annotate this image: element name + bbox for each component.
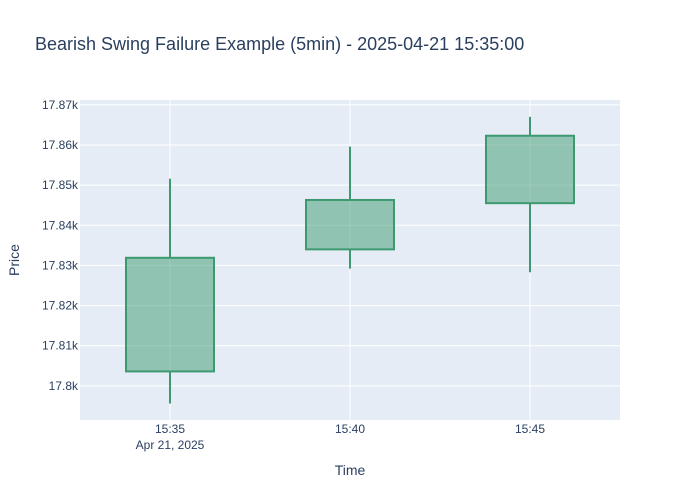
candle-body bbox=[485, 134, 575, 205]
chart-title: Bearish Swing Failure Example (5min) - 2… bbox=[35, 34, 524, 54]
candle bbox=[485, 116, 575, 273]
y-axis-title: Price bbox=[6, 244, 22, 276]
candle bbox=[125, 178, 215, 404]
y-tick-labels: 17.8k 17.81k 17.82k 17.83k 17.84k 17.85k 17.86… bbox=[42, 98, 79, 393]
y-tick-label: 17.86k bbox=[42, 138, 79, 152]
x-tick-label: 15:45 bbox=[515, 422, 545, 436]
y-tick-label: 17.87k bbox=[42, 98, 79, 112]
y-tick-label: 17.82k bbox=[42, 299, 79, 313]
candle-body bbox=[305, 198, 395, 251]
candle-body bbox=[125, 256, 215, 373]
y-tick-label: 17.8k bbox=[49, 379, 79, 393]
y-tick-label: 17.81k bbox=[42, 339, 79, 353]
y-tick-label: 17.83k bbox=[42, 258, 79, 272]
x-tick-labels: 15:35 Apr 21, 2025 15:40 15:45 bbox=[136, 422, 546, 452]
x-tick-label: 15:35 bbox=[155, 422, 185, 436]
candles bbox=[125, 116, 575, 404]
y-tick-label: 17.85k bbox=[42, 178, 79, 192]
candle bbox=[305, 146, 395, 269]
y-tick-label: 17.84k bbox=[42, 218, 79, 232]
x-axis-title: Time bbox=[335, 462, 366, 478]
x-tick-sublabel: Apr 21, 2025 bbox=[136, 438, 205, 452]
x-tick-label: 15:40 bbox=[335, 422, 365, 436]
